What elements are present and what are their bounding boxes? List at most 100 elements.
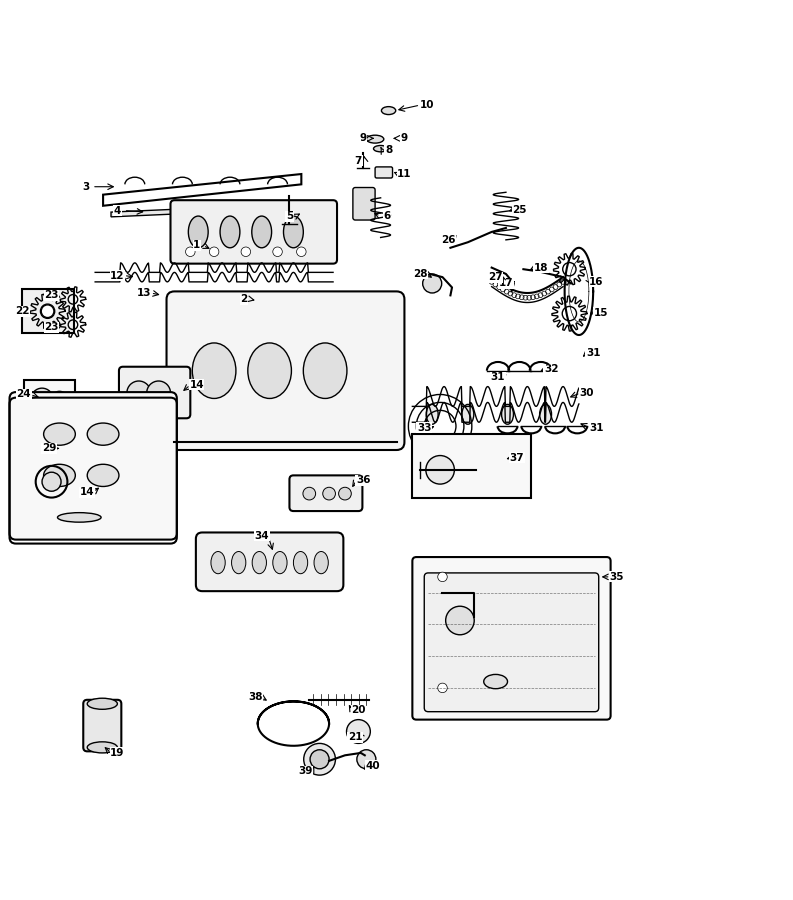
Bar: [24, 380, 75, 419]
Text: 5: 5: [285, 212, 293, 221]
FancyBboxPatch shape: [375, 166, 393, 178]
Text: 35: 35: [610, 572, 624, 582]
Circle shape: [42, 472, 61, 491]
Ellipse shape: [273, 552, 287, 573]
Circle shape: [347, 720, 370, 743]
Circle shape: [438, 683, 447, 693]
FancyBboxPatch shape: [83, 700, 121, 752]
Ellipse shape: [462, 404, 473, 424]
Ellipse shape: [247, 297, 261, 305]
Text: 33: 33: [417, 423, 431, 433]
Circle shape: [303, 487, 316, 500]
Ellipse shape: [189, 216, 208, 248]
Text: 32: 32: [544, 364, 558, 374]
Ellipse shape: [232, 552, 246, 573]
Text: 24: 24: [17, 390, 31, 400]
Text: 40: 40: [366, 760, 380, 770]
Text: 30: 30: [580, 388, 594, 398]
Ellipse shape: [252, 552, 266, 573]
FancyBboxPatch shape: [119, 366, 190, 418]
Circle shape: [297, 247, 306, 256]
Ellipse shape: [211, 552, 225, 573]
Circle shape: [186, 247, 195, 256]
Polygon shape: [111, 202, 325, 217]
Ellipse shape: [326, 297, 340, 305]
Text: 17: 17: [499, 278, 513, 289]
Text: 9: 9: [401, 133, 408, 143]
Text: 12: 12: [110, 271, 125, 281]
Text: 38: 38: [248, 692, 262, 702]
Ellipse shape: [366, 135, 384, 143]
Text: 34: 34: [255, 531, 269, 541]
Ellipse shape: [303, 343, 347, 399]
Ellipse shape: [193, 343, 236, 399]
Circle shape: [357, 750, 376, 769]
FancyBboxPatch shape: [353, 187, 375, 220]
Circle shape: [438, 572, 447, 581]
Circle shape: [310, 750, 329, 769]
FancyBboxPatch shape: [196, 533, 343, 591]
Text: 19: 19: [110, 748, 125, 758]
Text: 1: 1: [193, 240, 201, 250]
Ellipse shape: [283, 216, 303, 248]
Text: 25: 25: [512, 204, 527, 215]
Circle shape: [273, 247, 282, 256]
Text: 31: 31: [589, 423, 603, 433]
Text: 4: 4: [113, 205, 121, 215]
Text: 7: 7: [354, 156, 362, 166]
Circle shape: [446, 607, 474, 634]
Text: 13: 13: [137, 288, 151, 298]
Ellipse shape: [293, 552, 308, 573]
Ellipse shape: [44, 464, 75, 487]
Ellipse shape: [247, 343, 292, 399]
Text: 36: 36: [356, 475, 370, 485]
Circle shape: [31, 388, 53, 410]
Text: 31: 31: [586, 348, 600, 358]
Text: 9: 9: [360, 133, 366, 143]
Ellipse shape: [381, 106, 396, 114]
Circle shape: [52, 392, 67, 407]
Ellipse shape: [427, 404, 439, 424]
Ellipse shape: [252, 216, 271, 248]
Circle shape: [41, 305, 54, 318]
Circle shape: [209, 247, 219, 256]
FancyBboxPatch shape: [412, 557, 611, 720]
Bar: [22, 289, 74, 333]
Circle shape: [127, 381, 151, 405]
Text: 37: 37: [510, 453, 524, 463]
Circle shape: [339, 487, 351, 500]
Bar: [412, 434, 531, 498]
Text: 23: 23: [44, 322, 59, 332]
FancyBboxPatch shape: [10, 392, 177, 540]
FancyBboxPatch shape: [167, 292, 404, 450]
Ellipse shape: [374, 146, 388, 152]
Text: 3: 3: [82, 182, 90, 192]
Ellipse shape: [539, 404, 551, 424]
Polygon shape: [174, 298, 365, 307]
Text: 6: 6: [383, 212, 391, 221]
FancyBboxPatch shape: [424, 573, 599, 712]
Text: 23: 23: [44, 291, 59, 301]
Text: 26: 26: [441, 235, 455, 245]
Circle shape: [241, 247, 251, 256]
Circle shape: [426, 455, 454, 484]
Text: 18: 18: [534, 263, 548, 273]
Ellipse shape: [87, 464, 119, 487]
Circle shape: [304, 743, 335, 775]
Text: 28: 28: [413, 269, 427, 279]
Ellipse shape: [58, 513, 102, 522]
Ellipse shape: [484, 674, 508, 688]
Text: 39: 39: [298, 766, 312, 776]
Text: 15: 15: [594, 308, 608, 318]
Text: 8: 8: [385, 145, 393, 155]
FancyBboxPatch shape: [289, 475, 362, 511]
Text: 21: 21: [348, 732, 362, 742]
Ellipse shape: [314, 552, 328, 573]
Text: 31: 31: [491, 372, 505, 382]
Text: 20: 20: [351, 705, 366, 716]
Circle shape: [323, 487, 335, 500]
Text: 14: 14: [80, 487, 94, 497]
Text: 2: 2: [240, 294, 248, 304]
Ellipse shape: [44, 423, 75, 446]
Text: 10: 10: [419, 100, 434, 110]
